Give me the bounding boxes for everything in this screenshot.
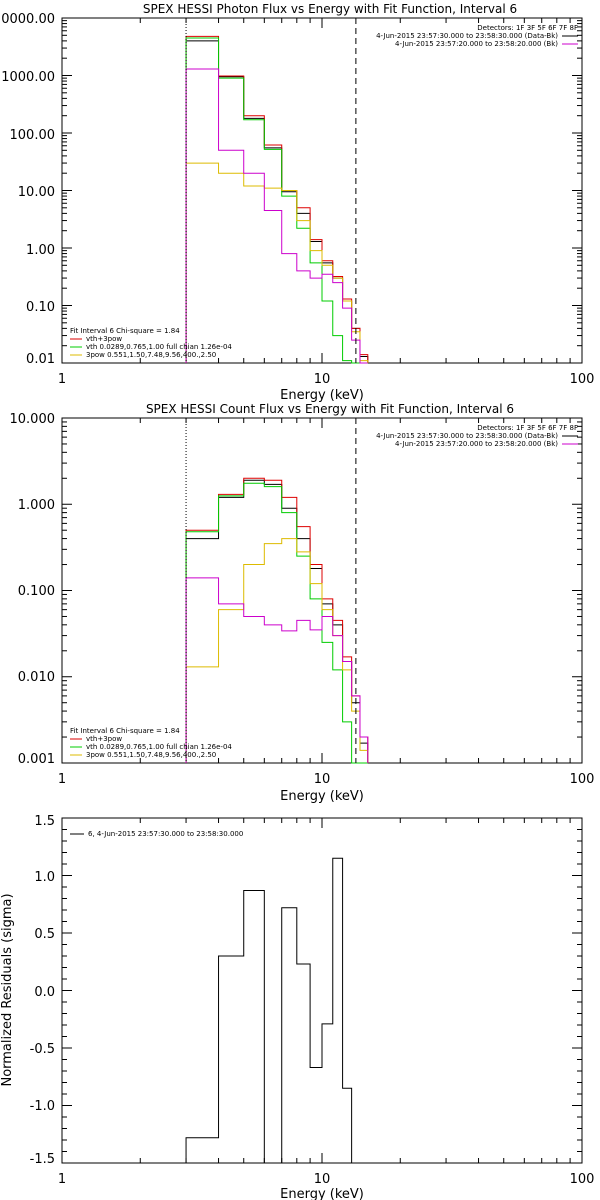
residuals-ytick: -0.5	[30, 1042, 55, 1057]
photon-flux-detectors: Detectors: 1F 3F 5F 6F 7F 8F	[477, 24, 578, 32]
count-flux-legend-bk: 4-Jun-2015 23:57:20.000 to 23:58:20.000 …	[395, 440, 558, 448]
residuals-ylabel: Normalized Residuals (sigma)	[0, 893, 15, 1086]
photon-flux-ytick: 0.10	[26, 300, 55, 315]
count-flux-xtick: 10	[314, 772, 331, 787]
photon-flux-series	[185, 35, 369, 364]
photon-flux-series-vth	[185, 37, 368, 364]
count-flux-series-bk	[185, 577, 369, 763]
photon-flux-ytick: 100.00	[10, 128, 56, 143]
photon-flux-ytick: 1.00	[26, 243, 55, 258]
residuals-ytick: 0.0	[34, 985, 55, 1000]
photon-flux-xlabel: Energy (keV)	[280, 388, 364, 403]
count-flux-series	[185, 477, 369, 764]
residuals-ytick: 0.5	[34, 927, 55, 942]
residuals-ytick: -1.5	[30, 1152, 55, 1167]
photon-flux-series-bk	[185, 68, 368, 364]
residuals-xlabel: Energy (keV)	[280, 1187, 364, 1200]
residuals-series-6-4-jun-2015-23-57-30-000-to-23-58-30-000	[185, 857, 360, 1164]
photon-flux-panel: SPEX HESSI Photon Flux vs Energy with Fi…	[1, 2, 594, 403]
residuals-ytick: 1.5	[34, 814, 55, 829]
count-flux-legend-data: 4-Jun-2015 23:57:30.000 to 23:58:30.000 …	[376, 432, 558, 440]
photon-flux-xtick: 100	[570, 372, 595, 387]
count-flux-panel: SPEX HESSI Count Flux vs Energy with Fit…	[10, 402, 595, 804]
count-flux-fit-entry: 3pow 0.551,1.50,7.48,9.56,400.,2.50	[86, 751, 216, 759]
count-flux-fit-entry: vth+3pow	[86, 735, 122, 743]
photon-flux-fit-header: Fit Interval 6 Chi-square = 1.84	[70, 327, 180, 335]
count-flux-series-vth	[185, 482, 368, 764]
photon-flux-fit-entry: 3pow 0.551,1.50,7.48,9.56,400.,2.50	[86, 351, 216, 359]
residuals-xtick: 10	[314, 1172, 331, 1187]
photon-flux-plot-frame	[61, 17, 583, 364]
count-flux-ytick: 0.100	[18, 584, 55, 599]
count-flux-ytick: 10.000	[10, 412, 56, 427]
photon-flux-ytick: 0.01	[26, 352, 55, 367]
count-flux-ytick: 0.001	[18, 752, 55, 767]
count-flux-series-data-bk	[185, 479, 369, 763]
photon-flux-series-data-bk	[185, 40, 369, 363]
residuals-series	[185, 857, 360, 1164]
count-flux-series-3pow	[185, 538, 369, 763]
residuals-xtick: 1	[58, 1172, 66, 1187]
count-flux-series-vth-3pow	[185, 477, 369, 763]
count-flux-ytick: 0.010	[18, 670, 55, 685]
count-flux-title: SPEX HESSI Count Flux vs Energy with Fit…	[146, 402, 514, 416]
count-flux-detectors: Detectors: 1F 3F 5F 6F 7F 8F	[477, 424, 578, 432]
count-flux-xtick: 1	[58, 772, 66, 787]
photon-flux-ytick: 10.00	[18, 185, 55, 200]
residuals-xtick: 100	[570, 1172, 595, 1187]
photon-flux-xtick: 10	[314, 372, 331, 387]
residuals-ytick: -1.0	[30, 1099, 55, 1114]
photon-flux-ytick: 0000.00	[1, 12, 55, 27]
photon-flux-series-vth-3pow	[185, 35, 369, 363]
residuals-axes-ticks	[61, 817, 582, 1164]
residuals-ytick: 1.0	[34, 870, 55, 885]
count-flux-xtick: 100	[570, 772, 595, 787]
count-flux-xlabel: Energy (keV)	[280, 789, 364, 804]
residuals-panel: -1.5 -1.0 -0.5 0.0 0.5 1.0 1.5 1 10 100 …	[0, 814, 594, 1200]
photon-flux-axes-ticks	[61, 18, 582, 364]
count-flux-ytick: 1.000	[18, 498, 55, 513]
count-flux-axes-ticks	[61, 418, 582, 764]
photon-flux-fit-entry: vth 0.0289,0.765,1.00 full chian 1.26e-0…	[86, 343, 232, 351]
residuals-plot-frame	[61, 817, 583, 1164]
photon-flux-ytick: 1000.00	[1, 70, 55, 85]
photon-flux-xtick: 1	[58, 372, 66, 387]
photon-flux-legend-bk: 4-Jun-2015 23:57:20.000 to 23:58:20.000 …	[395, 40, 558, 48]
count-flux-fit-entry: vth 0.0289,0.765,1.00 full chian 1.26e-0…	[86, 743, 232, 751]
photon-flux-legend-data: 4-Jun-2015 23:57:30.000 to 23:58:30.000 …	[376, 32, 558, 40]
photon-flux-fit-entry: vth+3pow	[86, 335, 122, 343]
count-flux-fit-header: Fit Interval 6 Chi-square = 1.84	[70, 727, 180, 735]
residuals-legend-entry: 6, 4-Jun-2015 23:57:30.000 to 23:58:30.0…	[88, 830, 243, 838]
photon-flux-series-3pow	[185, 162, 369, 363]
photon-flux-title: SPEX HESSI Photon Flux vs Energy with Fi…	[143, 2, 517, 16]
